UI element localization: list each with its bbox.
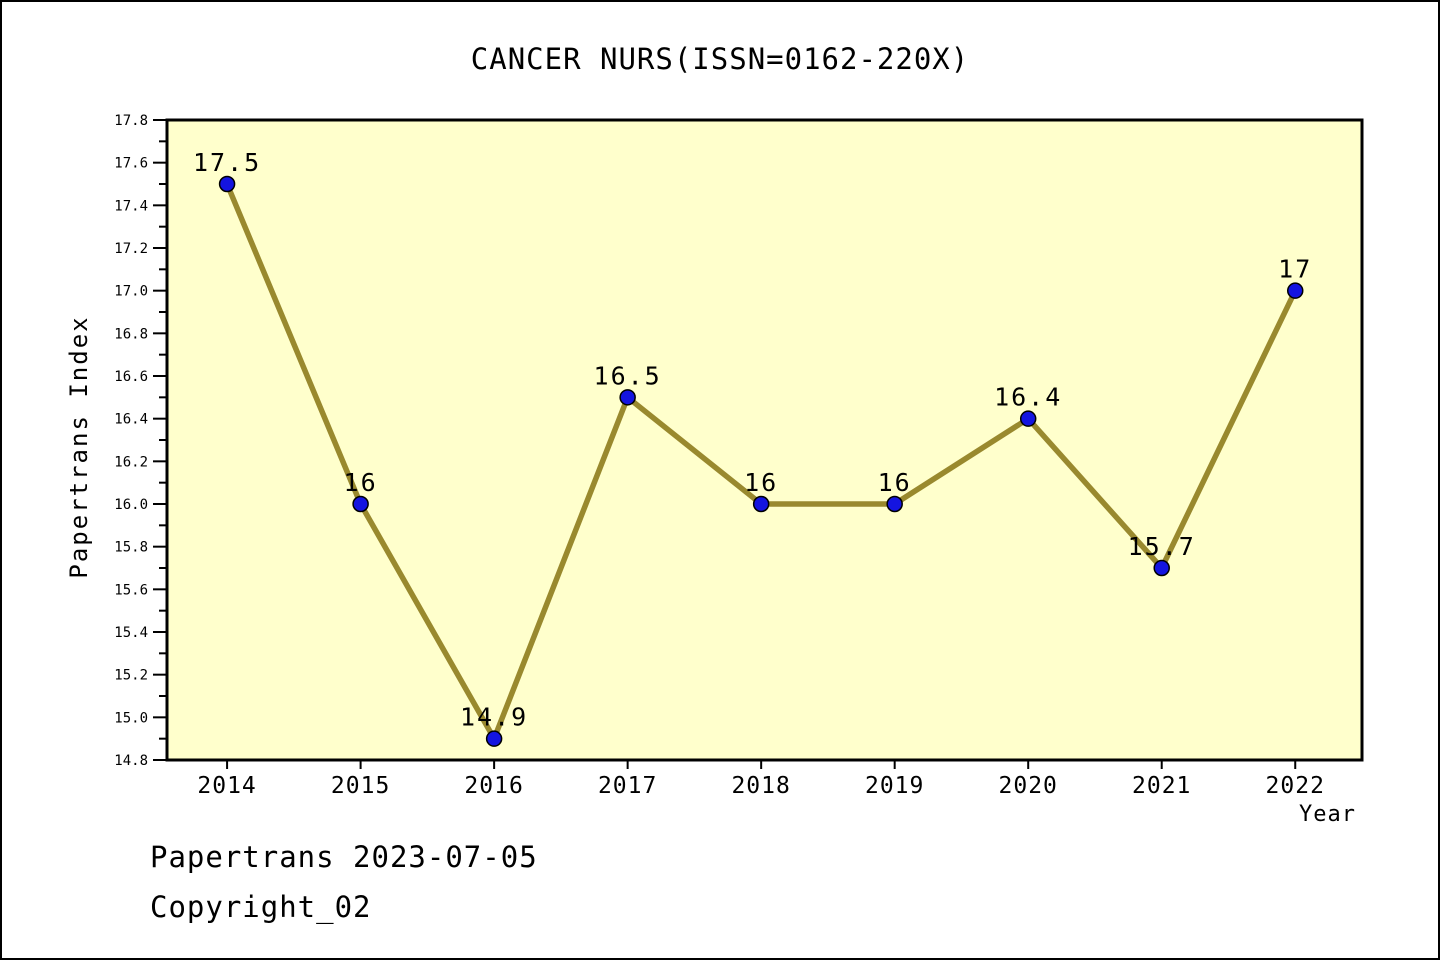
y-tick-label: 17.6	[114, 156, 148, 172]
y-tick-label: 15.8	[114, 540, 148, 556]
y-tick-label: 15.6	[114, 582, 148, 598]
point-label: 15.7	[1128, 532, 1196, 561]
plot-area	[165, 118, 1364, 762]
data-point	[1286, 282, 1304, 299]
x-tick-label: 2019	[865, 773, 924, 799]
y-tick-label: 16.6	[114, 369, 148, 385]
data-point	[619, 389, 636, 406]
footer-copyright: Copyright_02	[150, 890, 372, 924]
data-point	[1153, 559, 1170, 577]
point-label: 17.5	[193, 148, 261, 177]
point-label: 16	[344, 468, 378, 497]
x-tick-label: 2017	[598, 773, 657, 799]
y-axis-label: Papertrans Index	[65, 315, 93, 579]
y-tick-label: 15.2	[114, 668, 148, 684]
x-tick-label: 2022	[1266, 773, 1325, 799]
y-tick-label: 14.8	[114, 753, 148, 769]
data-point	[352, 495, 369, 513]
data-point	[218, 175, 236, 193]
x-tick-label: 2016	[464, 773, 523, 799]
data-point	[886, 495, 903, 513]
point-label: 16	[878, 468, 912, 497]
data-point	[485, 730, 503, 747]
y-tick-label: 16.2	[114, 454, 148, 470]
point-label: 17	[1278, 255, 1312, 284]
footer-watermark: Papertrans 2023-07-05	[150, 840, 538, 874]
y-tick-label: 16.4	[114, 412, 148, 428]
x-axis-label: Year	[1299, 802, 1356, 827]
x-tick-label: 2014	[197, 773, 256, 799]
x-tick-label: 2020	[999, 773, 1058, 799]
data-point	[1019, 410, 1037, 427]
x-tick-label: 2018	[731, 773, 790, 799]
data-point	[752, 495, 770, 513]
y-tick-label: 16.0	[114, 497, 148, 513]
y-tick-label: 15.4	[114, 625, 148, 641]
y-tick-label: 15.0	[114, 710, 148, 726]
point-label: 16.5	[594, 361, 662, 390]
x-tick-label: 2021	[1132, 773, 1191, 799]
y-tick-label: 16.8	[114, 326, 148, 342]
y-tick-label: 17.8	[114, 113, 148, 129]
x-tick-label: 2015	[331, 773, 390, 799]
point-label: 16	[744, 468, 778, 497]
chart-title: CANCER NURS(ISSN=0162-220X)	[470, 42, 970, 76]
point-label: 14.9	[460, 703, 528, 732]
y-tick-label: 17.0	[114, 284, 148, 300]
y-tick-label: 17.2	[114, 241, 148, 257]
y-tick-label: 17.4	[114, 198, 148, 214]
point-label: 16.4	[994, 383, 1062, 412]
